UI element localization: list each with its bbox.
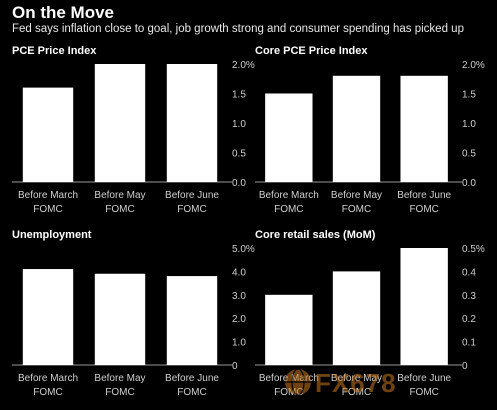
y-tick-label-core-retail-3: 0.2 — [462, 314, 476, 325]
x-tick-label-core-pce-1-2: FOMC — [274, 204, 303, 215]
y-tick-label-pce-2: 0.5 — [232, 149, 246, 160]
panel-title-core-retail: Core retail sales (MoM) — [255, 229, 376, 241]
x-tick-label-core-pce-3-2: FOMC — [409, 204, 438, 215]
x-tick-label-unemployment-2-1: Before May — [94, 373, 145, 384]
y-tick-label-core-pce-3: 1.0 — [462, 119, 476, 130]
x-tick-label-core-retail-3-2: FOMC — [409, 387, 438, 398]
y-tick-label-pce-1: 0.0 — [232, 178, 246, 189]
y-tick-label-unemployment-5: 4.0 — [232, 267, 246, 278]
panel-title-unemployment: Unemployment — [12, 229, 92, 241]
bar-unemployment-3 — [166, 276, 218, 365]
globe-icon — [285, 368, 311, 396]
bar-pce-1 — [22, 87, 74, 182]
y-tick-label-unemployment-6: 5.0% — [232, 244, 255, 255]
y-tick-label-core-retail-5: 0.4 — [462, 267, 476, 278]
panel-title-core-pce: Core PCE Price Index — [255, 45, 368, 57]
y-tick-label-unemployment-3: 2.0 — [232, 314, 246, 325]
x-tick-label-core-retail-3-1: Before June — [397, 373, 451, 384]
y-tick-label-unemployment-1: 0 — [232, 361, 238, 372]
bar-core-pce-2 — [332, 75, 381, 182]
x-tick-label-pce-1-1: Before March — [18, 190, 78, 201]
y-tick-label-core-retail-6: 0.5% — [462, 244, 485, 255]
x-tick-label-unemployment-1-2: FOMC — [33, 387, 62, 398]
y-tick-label-pce-4: 1.5 — [232, 90, 246, 101]
y-tick-label-pce-3: 1.0 — [232, 119, 246, 130]
x-tick-label-pce-2-2: FOMC — [105, 204, 134, 215]
x-tick-label-pce-1-2: FOMC — [33, 204, 62, 215]
x-tick-label-pce-2-1: Before May — [94, 190, 145, 201]
y-tick-label-core-retail-2: 0.1 — [462, 338, 476, 349]
x-tick-label-unemployment-3-2: FOMC — [177, 387, 206, 398]
bar-pce-3 — [166, 64, 218, 182]
y-tick-label-unemployment-4: 3.0 — [232, 291, 246, 302]
x-tick-label-core-retail-2-2: FOMC — [342, 387, 371, 398]
y-tick-label-core-retail-4: 0.3 — [462, 291, 476, 302]
x-tick-label-pce-3-2: FOMC — [177, 204, 206, 215]
bar-unemployment-1 — [22, 269, 74, 365]
x-tick-label-core-pce-2-1: Before May — [331, 190, 382, 201]
x-tick-label-core-pce-1-1: Before March — [259, 190, 319, 201]
y-tick-label-core-pce-2: 0.5 — [462, 149, 476, 160]
x-tick-label-unemployment-2-2: FOMC — [105, 387, 134, 398]
page-title: On the Move — [12, 3, 115, 22]
x-tick-label-core-pce-3-1: Before June — [397, 190, 451, 201]
x-tick-label-unemployment-3-1: Before June — [165, 373, 219, 384]
bar-core-retail-3 — [400, 248, 448, 365]
y-tick-label-unemployment-2: 1.0 — [232, 338, 246, 349]
y-tick-label-core-retail-1: 0 — [462, 361, 468, 372]
bar-pce-2 — [94, 64, 146, 182]
bar-core-pce-3 — [400, 75, 448, 182]
x-tick-label-pce-3-1: Before June — [165, 190, 219, 201]
page-subtitle: Fed says inflation close to goal, job gr… — [12, 23, 464, 35]
y-tick-label-core-pce-5: 2.0% — [462, 60, 485, 71]
bar-core-retail-1 — [265, 294, 313, 365]
y-tick-label-core-pce-4: 1.5 — [462, 90, 476, 101]
y-tick-label-core-pce-1: 0.0 — [462, 178, 476, 189]
watermark-text: FX678 — [315, 368, 397, 398]
bar-core-retail-2 — [332, 271, 381, 365]
y-tick-label-pce-5: 2.0% — [232, 60, 255, 71]
x-tick-label-unemployment-1-1: Before March — [18, 373, 78, 384]
watermark-logo: FX678 — [283, 362, 473, 402]
x-tick-label-core-retail-2-1: Before May — [331, 373, 382, 384]
x-tick-label-core-pce-2-2: FOMC — [342, 204, 371, 215]
bar-core-pce-1 — [265, 93, 313, 182]
bar-unemployment-2 — [94, 273, 146, 365]
x-tick-label-core-retail-1-2: FOMC — [274, 387, 303, 398]
panel-title-pce: PCE Price Index — [12, 45, 97, 57]
